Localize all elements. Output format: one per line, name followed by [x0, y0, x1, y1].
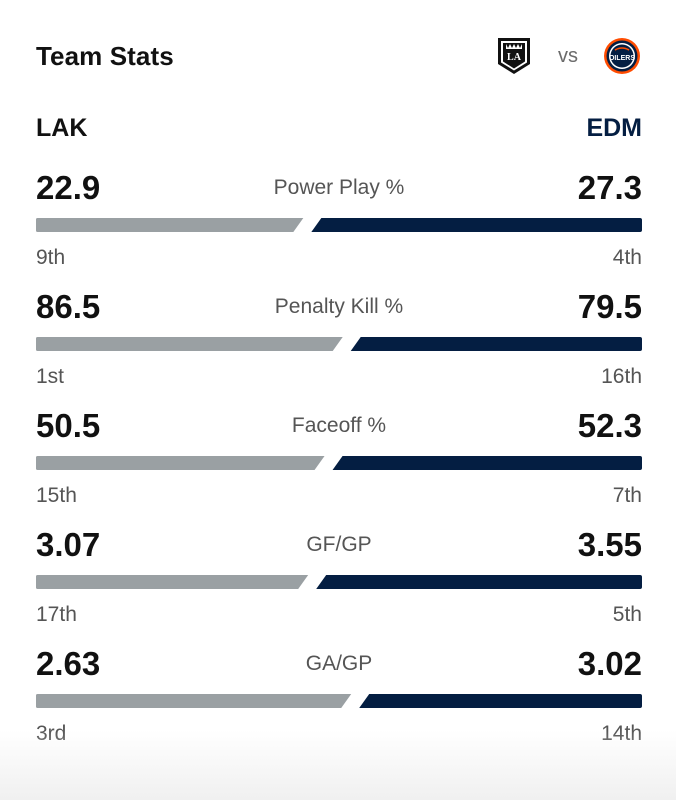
- stat-label: GA/GP: [305, 652, 373, 675]
- stat-row-power-play: 22.9 Power Play % 27.3 9th 4th: [36, 168, 642, 278]
- left-rank: 3rd: [36, 722, 67, 745]
- team-abbreviations: LAK EDM: [36, 114, 642, 143]
- stat-label: Penalty Kill %: [274, 295, 404, 318]
- right-rank: 4th: [612, 246, 642, 269]
- stat-row-penalty-kill: 86.5 Penalty Kill % 79.5 1st 16th: [36, 287, 642, 397]
- kings-logo-icon: LA: [494, 34, 534, 78]
- left-team-bar: [36, 218, 304, 232]
- right-stat-value: 3.02: [577, 645, 642, 682]
- right-team-bar: [359, 694, 642, 708]
- stat-row-faceoff: 50.5 Faceoff % 52.3 15th 7th: [36, 406, 642, 516]
- left-rank: 9th: [36, 246, 66, 269]
- page-title: Team Stats: [36, 40, 174, 71]
- right-rank: 14th: [601, 722, 642, 745]
- comparison-bar: [36, 337, 642, 351]
- right-team-bar: [332, 456, 642, 470]
- bar-svg: [36, 694, 642, 708]
- right-team-abbr: EDM: [586, 114, 642, 142]
- comparison-bar: [36, 694, 642, 708]
- comparison-bar: [36, 218, 642, 232]
- bar-svg: [36, 337, 642, 351]
- stat-label: Faceoff %: [291, 414, 387, 437]
- bar-svg: [36, 218, 642, 232]
- bar-svg: [36, 456, 642, 470]
- right-stat-value: 79.5: [577, 288, 642, 325]
- comparison-bar: [36, 575, 642, 589]
- left-team-bar: [36, 694, 352, 708]
- team-logos: LA vs OILERS: [494, 34, 642, 78]
- right-stat-value: 3.55: [577, 526, 642, 563]
- right-stat-value: 52.3: [577, 407, 642, 444]
- left-team-abbr: LAK: [36, 114, 88, 142]
- left-stat-value: 86.5: [36, 288, 101, 325]
- right-rank: 16th: [601, 365, 642, 388]
- svg-text:OILERS: OILERS: [609, 55, 635, 62]
- left-stat-value: 22.9: [36, 169, 101, 206]
- svg-text:LA: LA: [507, 52, 522, 63]
- left-team-bar: [36, 456, 325, 470]
- right-team-bar: [316, 575, 642, 589]
- left-stat-value: 3.07: [36, 526, 101, 563]
- left-stat-value: 50.5: [36, 407, 101, 444]
- left-stat-value: 2.63: [36, 645, 101, 682]
- stat-label: Power Play %: [273, 176, 405, 199]
- left-team-bar: [36, 337, 343, 351]
- stat-row-ga-gp: 2.63 GA/GP 3.02 3rd 14th: [36, 644, 642, 754]
- right-team-bar: [311, 218, 642, 232]
- bar-svg: [36, 575, 642, 589]
- comparison-bar: [36, 456, 642, 470]
- right-team-bar: [350, 337, 642, 351]
- right-stat-value: 27.3: [577, 169, 642, 206]
- left-team-bar: [36, 575, 309, 589]
- oilers-logo-icon: OILERS: [602, 34, 642, 78]
- stat-row-gf-gp: 3.07 GF/GP 3.55 17th 5th: [36, 525, 642, 635]
- left-rank: 17th: [36, 603, 77, 626]
- stat-label: GF/GP: [306, 533, 372, 556]
- team-stats-header: Team Stats LA vs OILERS: [36, 34, 642, 78]
- left-rank: 1st: [36, 365, 65, 388]
- right-rank: 5th: [612, 603, 642, 626]
- vs-label: vs: [558, 44, 578, 67]
- right-rank: 7th: [612, 484, 642, 507]
- left-rank: 15th: [36, 484, 77, 507]
